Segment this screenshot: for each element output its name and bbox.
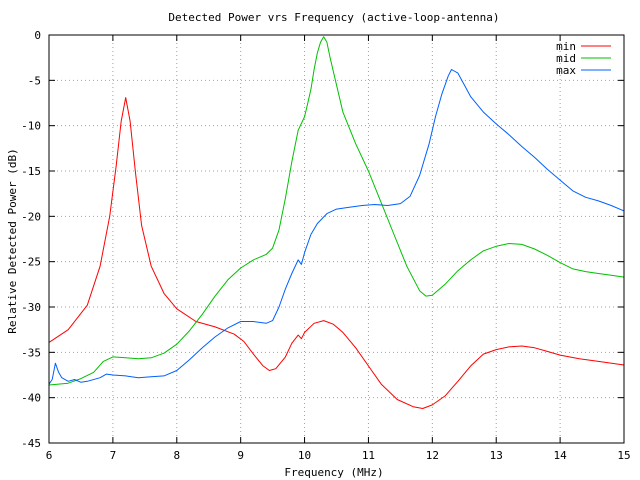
series-line-min [48, 97, 625, 409]
x-tick-label: 12 [426, 449, 439, 462]
x-tick-label: 13 [490, 449, 503, 462]
plot-frame [48, 34, 625, 444]
series-line-max [48, 69, 625, 385]
legend-label-max: max [556, 64, 576, 77]
grid [49, 35, 624, 443]
x-tick-label: 14 [553, 449, 567, 462]
x-tick-label: 8 [173, 449, 180, 462]
y-tick-label: -40 [21, 392, 41, 405]
legend-label-min: min [556, 40, 576, 53]
x-tick-label: 9 [237, 449, 244, 462]
legend-label-mid: mid [556, 52, 576, 65]
x-tick-label: 15 [617, 449, 630, 462]
axis-ticks: 6 7 8 9 10 11 12 13 14 15 0 -5 -10 -15 -20 -25 -30 -35 -40… [21, 29, 631, 462]
y-tick-label: -35 [21, 346, 41, 359]
y-tick-label: 0 [34, 29, 41, 42]
x-tick-label: 7 [110, 449, 117, 462]
chart-title: Detected Power vrs Frequency (active-loo… [168, 11, 499, 24]
series-line-mid [48, 36, 625, 386]
y-axis-label: Relative Detected Power (dB) [6, 148, 19, 333]
x-tick-label: 6 [46, 449, 53, 462]
x-axis-label: Frequency (MHz) [284, 466, 383, 479]
y-tick-label: -20 [21, 210, 41, 223]
y-tick-label: -15 [21, 165, 41, 178]
y-tick-label: -25 [21, 256, 41, 269]
y-tick-label: -45 [21, 437, 41, 450]
plot-area [48, 36, 625, 409]
y-tick-label: -10 [21, 120, 41, 133]
y-tick-label: -5 [28, 74, 41, 87]
x-tick-label: 11 [362, 449, 375, 462]
y-tick-label: -30 [21, 301, 41, 314]
x-tick-label: 10 [298, 449, 311, 462]
